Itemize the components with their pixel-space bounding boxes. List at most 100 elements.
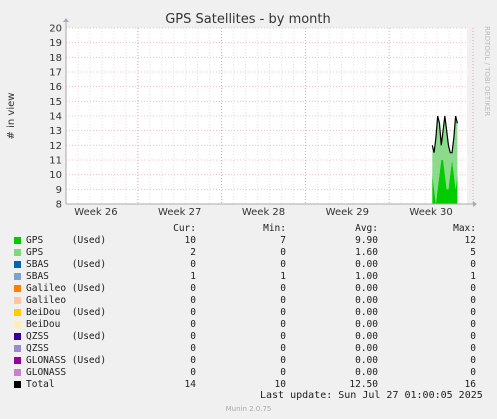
legend-name: Galileo (Used) [26,283,107,294]
min-header: Min: [263,223,286,234]
y-tick-label: 15 [49,97,62,108]
y-tick-label: 16 [49,82,62,93]
legend-cur: 14 [184,379,196,390]
legend-max: 0 [470,307,476,318]
y-tick-label: 14 [49,112,62,123]
legend-cur: 0 [190,355,196,366]
legend-name: SBAS [26,271,49,282]
legend-name: SBAS (Used) [26,259,107,270]
legend-cur: 0 [190,259,196,270]
legend-name: QZSS (Used) [26,331,107,342]
legend-avg: 0.00 [355,355,378,366]
legend-avg: 0.00 [355,259,378,270]
legend-min: 10 [274,379,286,390]
legend-avg: 0.00 [355,307,378,318]
legend-max: 0 [470,343,476,354]
avg-header: Avg: [355,223,378,234]
legend-avg: 0.00 [355,295,378,306]
legend-header: Cur: Min: Avg: Max: [0,223,476,235]
legend-cur: 10 [184,235,196,246]
y-tick-label: 20 [49,24,62,35]
rrdtool-watermark: RRDTOOL / TOBI OETIKER [483,26,491,116]
y-tick-label: 13 [49,126,62,137]
legend-max: 12 [464,235,476,246]
legend-max: 0 [470,283,476,294]
chart-title: GPS Satellites - by month [165,12,331,27]
legend-min: 0 [280,331,286,342]
legend-swatch [14,237,21,244]
legend-name: GLONASS (Used) [26,355,107,366]
legend-avg: 0.00 [355,331,378,342]
legend-min: 7 [280,235,286,246]
legend-min: 0 [280,319,286,330]
legend-min: 0 [280,343,286,354]
y-axis-label: # in view [6,93,17,140]
y-tick-label: 18 [49,53,62,64]
legend-cur: 2 [190,247,196,258]
legend-max: 0 [470,259,476,270]
x-tick-label: Week 30 [409,207,452,218]
legend-cur: 0 [190,367,196,378]
legend-swatch [14,321,21,328]
x-axis-arrow [473,201,477,207]
legend-swatch [14,297,21,304]
legend-min: 0 [280,283,286,294]
legend-avg: 9.90 [355,235,378,246]
legend-cur: 0 [190,307,196,318]
legend-swatch [14,345,21,352]
legend-max: 5 [470,247,476,258]
legend-max: 0 [470,355,476,366]
legend-name: Total [26,379,55,390]
legend-name: BeiDou (Used) [26,307,107,318]
y-tick-label: 19 [49,38,62,49]
legend-swatch [14,369,21,376]
legend-swatch [14,285,21,292]
legend-avg: 0.00 [355,343,378,354]
legend-swatch [14,261,21,268]
x-tick-label: Week 27 [158,207,201,218]
legend-swatch [14,381,21,388]
y-tick-label: 8 [56,200,62,211]
legend-swatch [14,249,21,256]
legend-min: 0 [280,259,286,270]
legend-max: 0 [470,367,476,378]
x-tick-label: Week 26 [74,207,117,218]
legend-name: GPS [26,247,44,258]
legend-min: 0 [280,367,286,378]
last-update: Last update: Sun Jul 27 01:00:05 2025 [260,390,483,401]
series-area-gps-used [432,160,458,204]
legend-swatch [14,357,21,364]
legend-max: 0 [470,331,476,342]
legend-swatch [14,273,21,280]
legend-max: 1 [470,271,476,282]
legend-cur: 0 [190,343,196,354]
legend-name: GLONASS [26,367,67,378]
legend-name: GPS (Used) [26,235,107,246]
legend-swatch [14,333,21,340]
legend-min: 0 [280,307,286,318]
legend-min: 0 [280,247,286,258]
y-tick-label: 11 [49,156,62,167]
x-tick-label: Week 28 [242,207,285,218]
legend-avg: 12.50 [349,379,378,390]
legend-cur: 1 [190,271,196,282]
legend-name: BeiDou [26,319,61,330]
y-tick-label: 12 [49,141,62,152]
legend-cur: 0 [190,319,196,330]
legend-cur: 0 [190,283,196,294]
legend-max: 0 [470,295,476,306]
legend-max: 0 [470,319,476,330]
y-tick-label: 17 [49,68,62,79]
legend-swatch [14,309,21,316]
y-axis-arrow [63,18,69,22]
y-tick-label: 9 [56,185,62,196]
legend-avg: 0.00 [355,367,378,378]
legend-avg: 1.60 [355,247,378,258]
legend-cur: 0 [190,331,196,342]
max-header: Max: [453,223,476,234]
x-tick-label: Week 29 [326,207,369,218]
legend-cur: 0 [190,295,196,306]
legend-avg: 1.00 [355,271,378,282]
legend-max: 16 [464,379,476,390]
